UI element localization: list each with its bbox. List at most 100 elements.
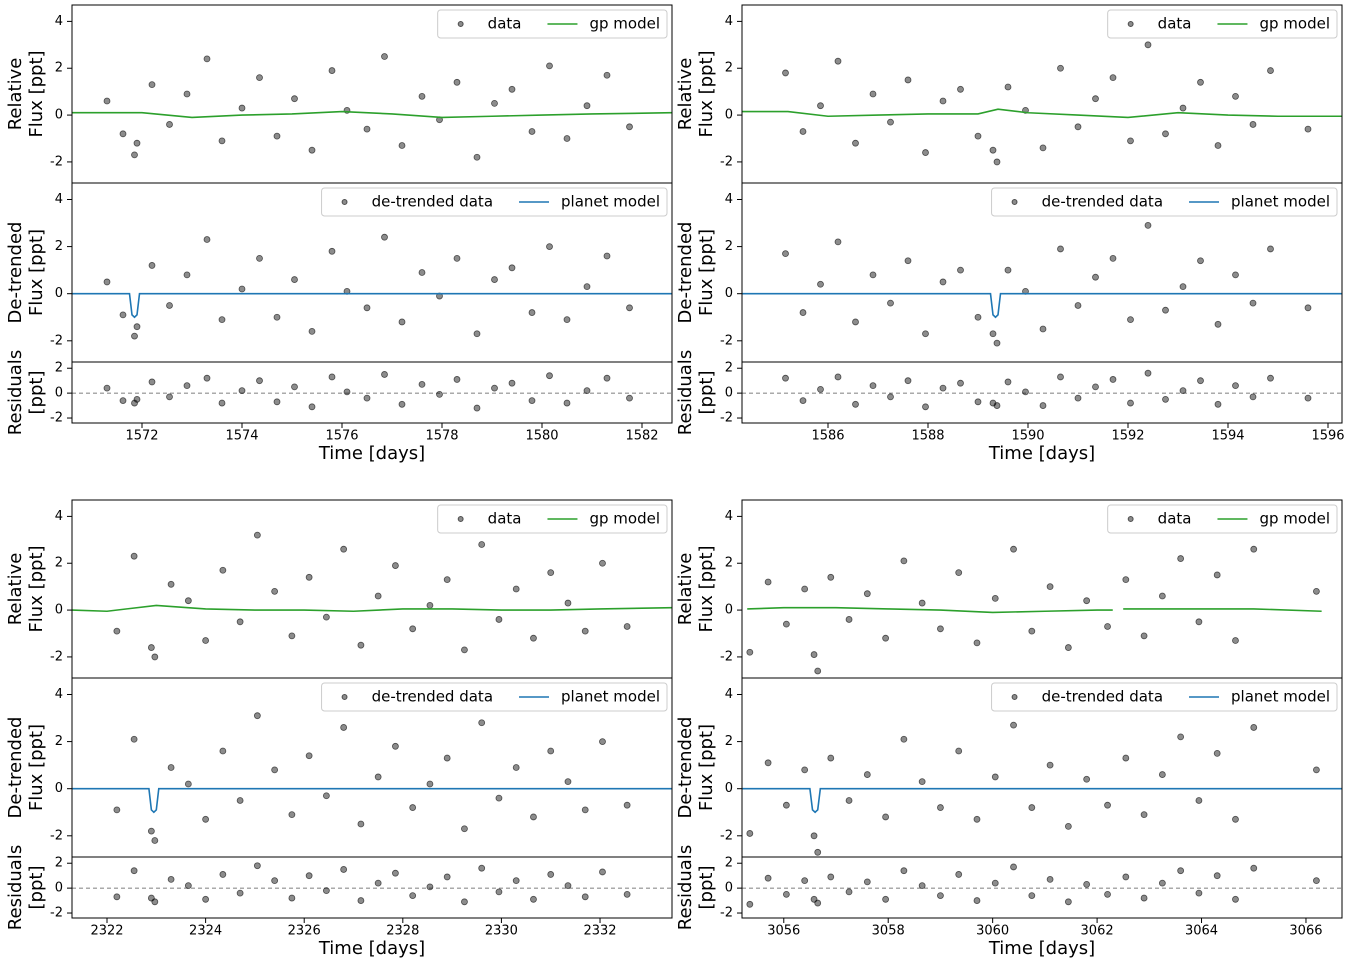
data-point: [1214, 142, 1222, 149]
data-point: [563, 135, 571, 142]
data-point: [1197, 78, 1204, 86]
data-point: [1250, 864, 1258, 872]
data-point: [103, 384, 111, 392]
data-point: [1177, 733, 1185, 741]
x-tick-label: 1592: [1111, 429, 1144, 444]
data-point: [1144, 41, 1152, 49]
model-line: [742, 108, 1342, 119]
data-point: [904, 377, 912, 385]
x-tick-label: 3062: [1081, 924, 1114, 939]
y-tick-label: 2: [725, 734, 733, 749]
data-point: [151, 653, 159, 661]
data-point: [834, 238, 842, 246]
axes-frame: [741, 856, 1343, 919]
legend: planet model de-trended data: [321, 187, 668, 217]
data-point: [219, 871, 227, 878]
data-point: [939, 97, 947, 105]
data-point: [1057, 245, 1064, 253]
legend-label: de-trended data: [372, 193, 493, 211]
data-point: [746, 648, 754, 656]
data-point: [131, 151, 138, 159]
data-point: [453, 78, 461, 86]
data-point: [495, 616, 503, 623]
data-point: [478, 541, 486, 548]
x-tick-label: 2328: [386, 924, 419, 939]
y-axis-label: Residuals: [675, 350, 696, 435]
y-tick-label: 4: [55, 509, 63, 524]
data-point: [626, 394, 633, 402]
data-point: [869, 90, 877, 98]
data-point: [363, 304, 371, 312]
data-point: [955, 569, 963, 577]
data-point: [1213, 872, 1221, 880]
data-point: [1144, 221, 1152, 229]
data-point: [530, 634, 537, 642]
y-tick-label: -2: [50, 154, 63, 169]
data-point: [236, 618, 244, 626]
data-point: [392, 869, 399, 877]
data-point: [1158, 592, 1166, 600]
data-point: [461, 646, 468, 654]
data-point: [583, 102, 591, 110]
data-point: [305, 573, 313, 581]
y-tick-label: 0: [55, 881, 63, 896]
legend-label: gp model: [589, 510, 660, 528]
data-points: [746, 721, 1320, 856]
y-axis-label: De-trended: [5, 222, 26, 324]
y-tick-label: 2: [725, 239, 733, 254]
y-tick-label: 0: [55, 603, 63, 618]
data-point: [203, 236, 211, 243]
data-point: [863, 771, 871, 778]
data-point: [291, 383, 298, 391]
y-tick-label: -2: [720, 906, 733, 921]
data-point: [1028, 627, 1036, 635]
data-point: [130, 735, 138, 743]
y-tick-label: -2: [720, 154, 733, 169]
data-point: [340, 545, 348, 553]
x-tick-label: 1582: [625, 429, 658, 444]
data-point: [623, 623, 631, 630]
data-point: [392, 562, 399, 569]
y-axis-label: Relative: [675, 58, 696, 131]
y-tick-label: 4: [725, 14, 733, 29]
legend-handle: [457, 21, 464, 27]
x-tick-label: 1574: [225, 429, 258, 444]
data-point: [974, 132, 982, 140]
data-point: [814, 899, 822, 907]
data-point: [1313, 766, 1320, 774]
data-point: [478, 864, 486, 872]
x-tick-label: 1578: [425, 429, 458, 444]
data-point: [1304, 125, 1312, 133]
data-point: [1092, 383, 1099, 391]
legend-handle: [1011, 199, 1018, 205]
data-point: [1313, 587, 1320, 595]
data-point: [530, 895, 537, 903]
data-point: [1197, 257, 1204, 265]
data-point: [1010, 545, 1017, 553]
data-point: [957, 85, 964, 93]
axes-frame: [71, 856, 673, 919]
data-point: [291, 276, 298, 283]
data-point: [461, 825, 468, 833]
data-point: [133, 395, 141, 403]
data-points: [782, 369, 1312, 411]
data-point: [852, 139, 859, 147]
data-point: [131, 399, 138, 407]
y-axis-label: Residuals: [5, 350, 26, 435]
data-point: [443, 873, 451, 881]
y-axis-label: Flux [ppt]: [26, 545, 47, 632]
data-point: [1092, 273, 1099, 281]
data-point: [291, 95, 298, 103]
data-point: [1074, 123, 1082, 131]
y-tick-label: 4: [55, 192, 63, 207]
data-point: [151, 837, 159, 844]
y-tick-label: 0: [725, 781, 733, 796]
data-point: [308, 403, 316, 411]
data-point: [993, 158, 1001, 166]
data-point: [418, 92, 426, 100]
data-point: [288, 894, 296, 902]
data-point: [764, 578, 772, 586]
data-point: [148, 378, 156, 386]
data-point: [1039, 144, 1047, 152]
data-point: [991, 773, 999, 781]
